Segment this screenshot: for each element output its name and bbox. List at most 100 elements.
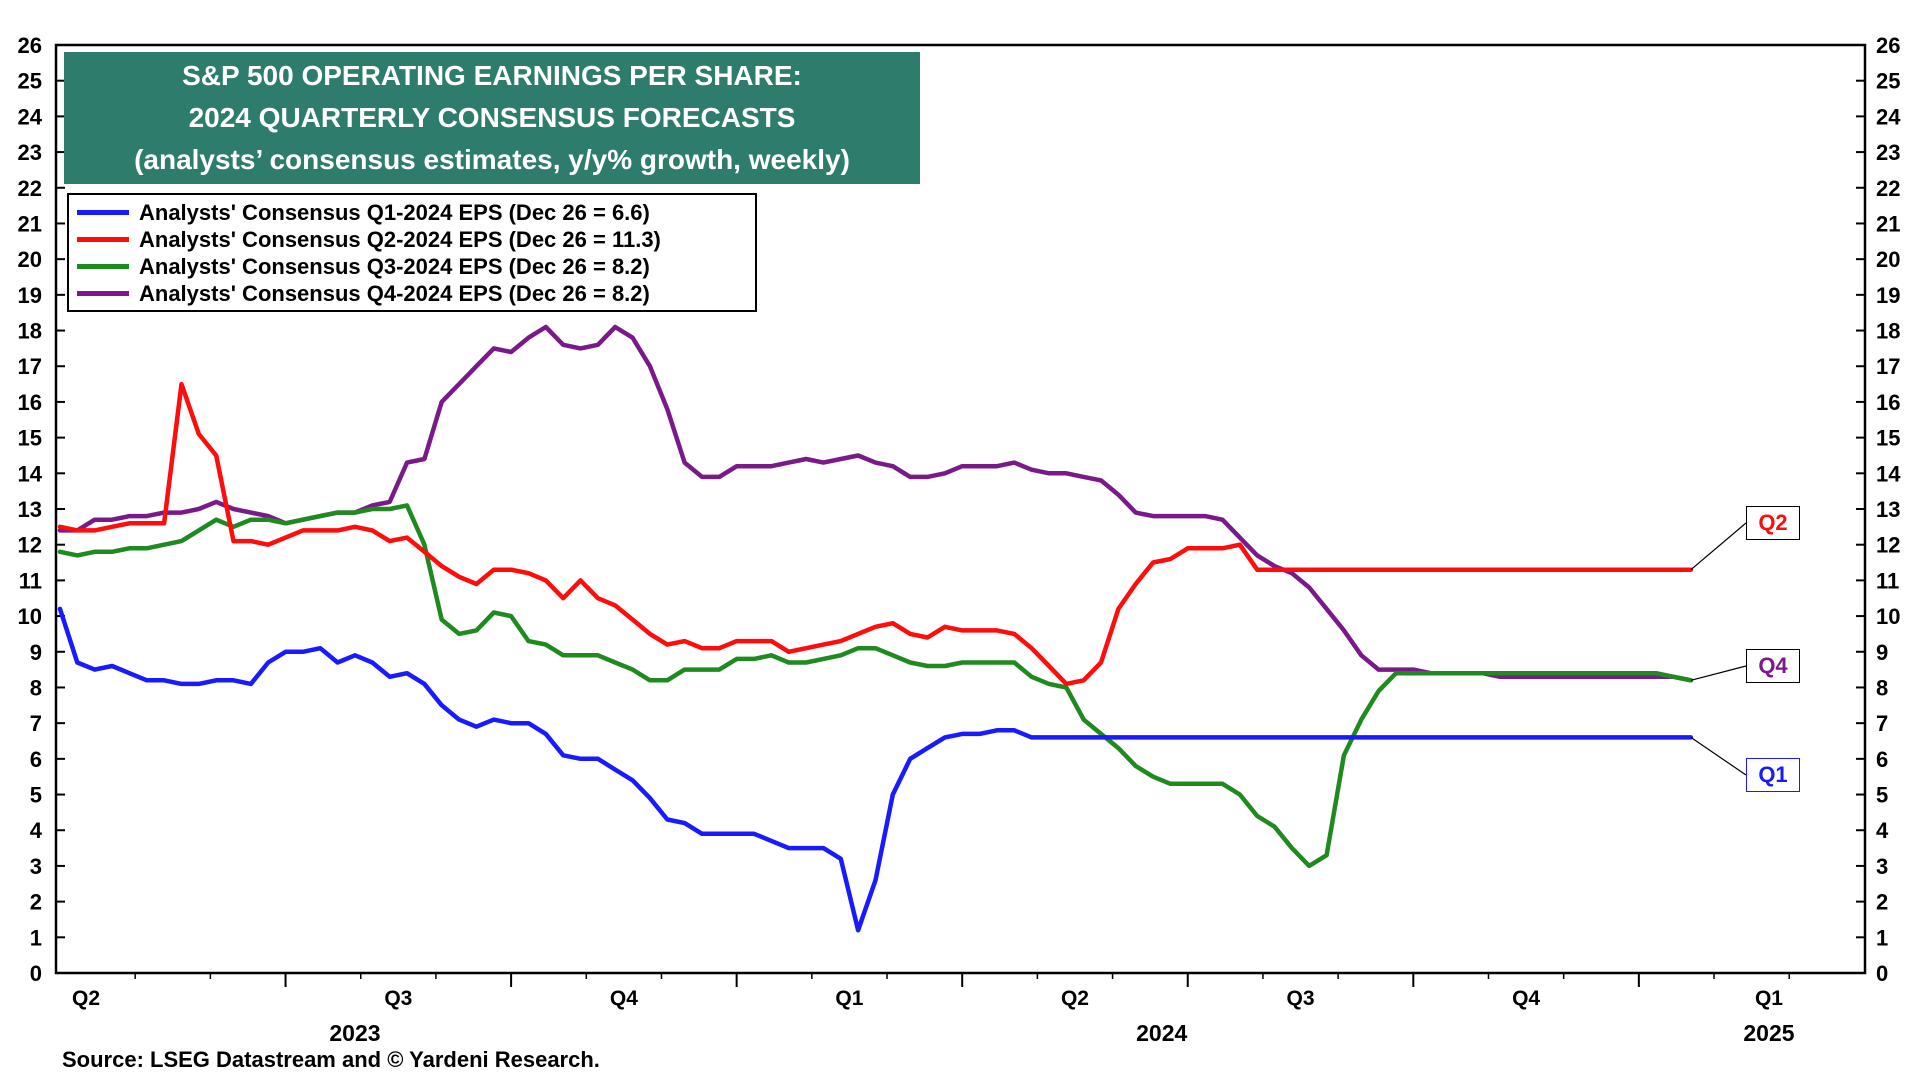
leader-q2 [1690,522,1747,571]
y-tick-label-right: 2 [1876,890,1888,915]
y-tick-label-left: 9 [30,640,42,665]
y-tick-label-right: 25 [1876,69,1900,94]
y-tick-label-left: 26 [18,33,42,58]
y-tick-label-right: 5 [1876,783,1888,808]
title-line-3: (analysts’ consensus estimates, y/y% gro… [134,144,850,175]
y-tick-label-left: 15 [18,426,42,451]
y-tick-label-left: 12 [18,533,42,558]
y-tick-label-left: 21 [18,211,42,236]
y-tick-label-left: 22 [18,176,42,201]
x-quarter-label: Q3 [384,987,412,1010]
legend-label-q1: Analysts' Consensus Q1-2024 EPS (Dec 26 … [139,199,650,225]
y-tick-label-right: 1 [1876,925,1888,950]
legend-label-q4: Analysts' Consensus Q4-2024 EPS (Dec 26 … [139,280,650,306]
y-tick-label-left: 5 [30,783,42,808]
x-year-label: 2024 [1136,1020,1187,1046]
series-line-q2 [57,381,1694,687]
legend-label-q3: Analysts' Consensus Q3-2024 EPS (Dec 26 … [139,253,650,279]
y-tick-label-right: 8 [1876,675,1888,700]
x-year-labels: 2023 2024 2025 [329,1020,1794,1046]
y-tick-label-left: 19 [18,283,42,308]
legend-label-q2: Analysts' Consensus Q2-2024 EPS (Dec 26 … [139,226,661,252]
callout-q2: Q2 [1746,506,1800,540]
y-tick-label-left: 16 [18,390,42,415]
y-tick-label-right: 14 [1876,461,1901,486]
y-tick-label-left: 10 [18,604,42,629]
y-tick-label-left: 18 [18,319,42,344]
x-axis [134,973,1790,987]
legend-item-q4: Analysts' Consensus Q4-2024 EPS (Dec 26 … [77,280,755,307]
callout-leaders [1690,522,1747,776]
y-tick-label-left: 1 [30,925,42,950]
y-tick-label-left: 25 [18,69,42,94]
y-tick-label-left: 14 [18,461,43,486]
x-quarter-label: Q1 [1755,987,1783,1010]
leader-q4 [1690,665,1747,681]
y-tick-label-right: 26 [1876,33,1900,58]
y-tick-label-right: 3 [1876,854,1888,879]
y-tick-label-right: 6 [1876,747,1888,772]
y-tick-label-left: 7 [30,711,42,736]
y-tick-label-right: 10 [1876,604,1900,629]
y-tick-label-right: 22 [1876,176,1900,201]
x-year-label: 2025 [1743,1020,1794,1046]
title-line-2: 2024 QUARTERLY CONSENSUS FORECASTS [188,102,796,133]
y-tick-label-left: 3 [30,854,42,879]
series-lines [57,324,1694,933]
leader-q1 [1690,736,1747,776]
source-note: Source: LSEG Datastream and © Yardeni Re… [62,1047,600,1072]
legend-item-q2: Analysts' Consensus Q2-2024 EPS (Dec 26 … [77,226,755,253]
y-tick-label-left: 6 [30,747,42,772]
y-tick-label-left: 11 [19,568,42,593]
x-quarter-label: Q1 [835,987,863,1010]
legend: Analysts' Consensus Q1-2024 EPS (Dec 26 … [67,193,757,312]
x-year-label: 2023 [329,1020,380,1046]
callout-q1: Q1 [1746,758,1800,792]
y-tick-label-right: 12 [1876,533,1900,558]
y-tick-label-left: 23 [18,140,42,165]
y-tick-label-left: 13 [18,497,42,522]
y-tick-label-left: 17 [18,354,42,379]
y-tick-label-right: 21 [1876,211,1900,236]
legend-item-q3: Analysts' Consensus Q3-2024 EPS (Dec 26 … [77,253,755,280]
y-tick-label-left: 2 [30,890,42,915]
chart-title-box: S&P 500 OPERATING EARNINGS PER SHARE: 20… [64,52,920,184]
y-tick-label-right: 4 [1876,818,1889,843]
y-tick-label-left: 0 [30,961,42,986]
legend-swatch-q4 [77,291,129,296]
y-tick-label-right: 16 [1876,390,1900,415]
y-tick-label-right: 7 [1876,711,1888,736]
legend-item-q1: Analysts' Consensus Q1-2024 EPS (Dec 26 … [77,199,755,226]
x-quarter-label: Q4 [1512,987,1540,1010]
plot-frame [54,43,1867,975]
legend-swatch-q1 [77,210,129,215]
x-quarter-labels: Q2 Q3 Q4 Q1 Q2 Q3 Q4 Q1 [72,987,1783,1010]
y-tick-label-left: 4 [30,818,43,843]
y-tick-label-right: 0 [1876,961,1888,986]
y-tick-label-right: 11 [1876,568,1899,593]
y-tick-label-right: 17 [1876,354,1900,379]
legend-swatch-q3 [77,264,129,269]
x-quarter-label: Q2 [1061,987,1089,1010]
series-line-q3 [57,503,1694,869]
y-tick-label-right: 19 [1876,283,1900,308]
y-tick-label-right: 24 [1876,104,1901,129]
callout-q4: Q4 [1746,649,1800,683]
y-tick-label-right: 9 [1876,640,1888,665]
y-tick-label-left: 20 [18,247,42,272]
y-tick-label-right: 13 [1876,497,1900,522]
y-tick-label-left: 24 [18,104,43,129]
x-quarter-label: Q4 [610,987,638,1010]
y-tick-label-right: 23 [1876,140,1900,165]
legend-swatch-q2 [77,237,129,242]
title-line-1: S&P 500 OPERATING EARNINGS PER SHARE: [182,60,802,91]
y-tick-label-right: 18 [1876,319,1900,344]
y-tick-label-left: 8 [30,675,42,700]
y-axis-left: 0123456789101112131415161718192021222324… [18,33,65,986]
y-tick-label-right: 20 [1876,247,1900,272]
series-line-q1 [57,606,1694,933]
y-tick-label-right: 15 [1876,426,1900,451]
x-quarter-label: Q2 [72,987,100,1010]
x-quarter-label: Q3 [1287,987,1315,1010]
